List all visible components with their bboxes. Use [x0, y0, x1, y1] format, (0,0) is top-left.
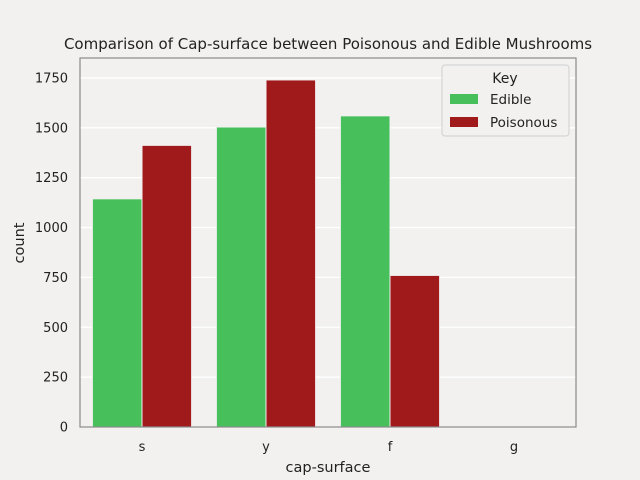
bar-poisonous-y: [265, 79, 317, 428]
x-tick-label: f: [388, 440, 393, 455]
legend-title: Key: [492, 71, 517, 87]
legend-label-poisonous: Poisonous: [490, 115, 557, 131]
y-tick-label: 500: [43, 321, 68, 336]
y-tick-label: 250: [43, 371, 68, 386]
bar-poisonous-f: [389, 274, 441, 428]
x-tick-label: s: [139, 440, 146, 455]
y-tick-label: 1000: [35, 221, 68, 236]
bar-edible-y: [215, 126, 267, 428]
legend-swatch-poisonous: [450, 117, 478, 127]
bars: [91, 79, 565, 428]
bar-edible-s: [91, 198, 143, 428]
y-tick-label: 0: [60, 421, 68, 436]
y-tick-label: 1500: [35, 121, 68, 136]
y-axis-label: count: [12, 222, 28, 263]
bar-poisonous-s: [141, 144, 193, 428]
y-axis: 0 250 500 750 1000 1250 1500 1750: [35, 71, 68, 435]
x-tick-label: y: [262, 440, 270, 455]
x-axis-label: cap-surface: [286, 460, 371, 476]
chart-title: Comparison of Cap-surface between Poison…: [64, 35, 592, 53]
bar-edible-f: [339, 115, 391, 428]
legend: Key Edible Poisonous: [441, 64, 570, 137]
y-tick-label: 1750: [35, 71, 68, 86]
x-tick-label: g: [510, 440, 518, 455]
y-tick-label: 750: [43, 271, 68, 286]
legend-swatch-edible: [450, 94, 478, 104]
plot-frame: [79, 57, 577, 428]
legend-label-edible: Edible: [490, 92, 531, 108]
y-tick-label: 1250: [35, 171, 68, 186]
